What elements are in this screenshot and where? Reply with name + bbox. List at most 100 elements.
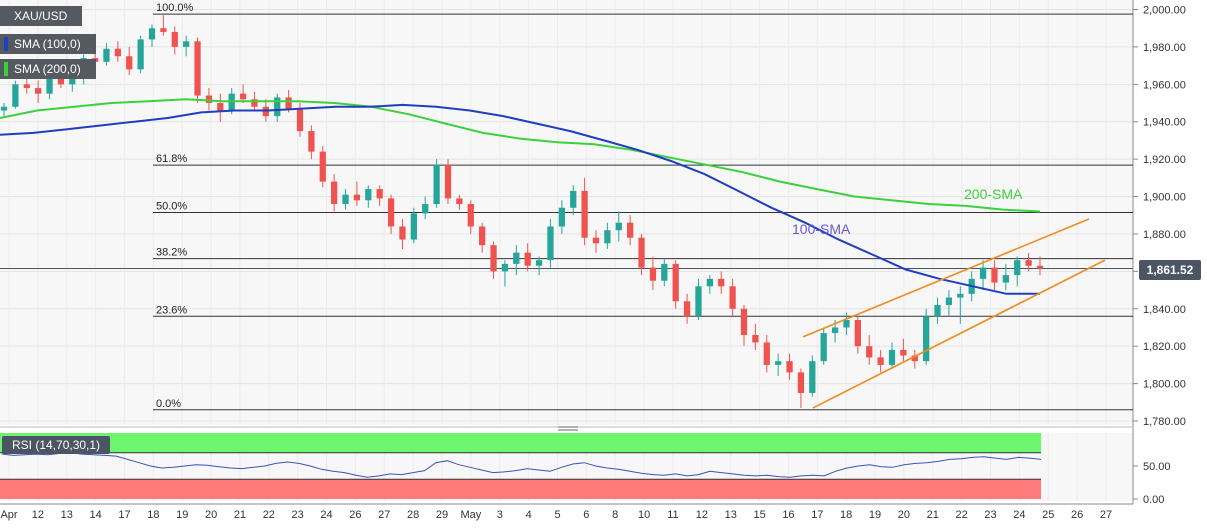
annotation-100-sma: 100-SMA: [792, 221, 851, 237]
x-tick-label: 17: [811, 509, 823, 521]
x-tick-label: 23: [292, 509, 304, 521]
y-tick-label: 1,920.00: [1143, 154, 1186, 166]
candle-body: [843, 319, 850, 328]
x-tick-label: 20: [898, 509, 910, 521]
rsi-y-tick-label: 0.00: [1143, 494, 1164, 506]
x-tick-label: 24: [320, 509, 332, 521]
candle-body: [900, 349, 907, 356]
rsi-legend: RSI (14,70,30,1): [2, 436, 111, 454]
x-tick-label: 18: [840, 509, 852, 521]
fib-level-label: 38.2%: [156, 247, 187, 259]
candle-body: [12, 84, 19, 107]
fib-level-label: 23.6%: [156, 304, 187, 316]
x-tick-label: May: [461, 509, 482, 521]
rsi-y-tick-label: 50.00: [1143, 461, 1171, 473]
x-tick-label: 13: [61, 509, 73, 521]
candle-body: [490, 245, 497, 272]
x-tick-label: 25: [1042, 509, 1054, 521]
x-tick-label: Apr: [0, 509, 17, 521]
candle-body: [1014, 260, 1021, 276]
candle-body: [877, 357, 884, 365]
candle-body: [934, 305, 941, 317]
x-tick-label: 14: [89, 509, 101, 521]
candle-body: [194, 41, 201, 96]
y-tick-label: 1,940.00: [1143, 117, 1186, 129]
sma200-line: [0, 98, 1041, 213]
candle-body: [1036, 265, 1044, 269]
legend-sma200-swatch: [4, 62, 8, 76]
x-tick-label: 26: [349, 509, 361, 521]
y-tick-label: 1,900.00: [1143, 192, 1186, 204]
candle-body: [638, 237, 645, 268]
x-tick-label: 27: [1100, 509, 1112, 521]
candle-body: [479, 226, 486, 246]
candle-body: [820, 333, 827, 362]
candle-body: [319, 151, 326, 182]
x-tick-label: 3: [497, 509, 503, 521]
candle-body: [786, 361, 793, 373]
x-tick-label: 19: [869, 509, 881, 521]
sma100-line: [0, 103, 1040, 295]
x-tick-label: 11: [667, 509, 678, 521]
candle-body: [183, 41, 190, 47]
candle-body: [353, 194, 361, 201]
candle-body: [274, 97, 281, 117]
candle-body: [501, 263, 509, 272]
y-tick-label: 1,840.00: [1143, 304, 1186, 316]
candle-body: [831, 327, 839, 334]
x-tick-label: 20: [205, 509, 217, 521]
candle-body: [775, 361, 782, 365]
candle-body: [308, 131, 315, 152]
x-tick-label: 5: [554, 509, 560, 521]
candle-body: [695, 286, 702, 317]
x-tick-label: 12: [696, 509, 708, 521]
candle-body: [331, 181, 338, 205]
y-tick-label: 1,820.00: [1143, 341, 1186, 353]
candle-body: [251, 99, 258, 107]
candle-body: [376, 189, 383, 199]
x-tick-label: 22: [263, 509, 275, 521]
fib-level-label: 0.0%: [156, 398, 181, 410]
candle-body: [683, 301, 691, 317]
x-tick-label: 27: [378, 509, 390, 521]
candle-body: [558, 207, 565, 227]
candle-body: [649, 267, 657, 281]
fib-level-label: 100.0%: [156, 2, 194, 14]
y-tick-label: 1,800.00: [1143, 379, 1186, 391]
legend-sma200: SMA (200,0): [0, 59, 96, 79]
candle-body: [979, 267, 987, 279]
candle-body: [399, 226, 406, 240]
candle-body: [114, 48, 121, 57]
x-tick-label: 6: [583, 509, 589, 521]
candle-body: [23, 84, 30, 89]
candle-body: [444, 164, 452, 199]
candle-body: [661, 263, 668, 281]
x-tick-label: 10: [638, 509, 650, 521]
legend-symbol-swatch: [4, 9, 8, 23]
candle-body: [0, 106, 8, 111]
candle-body: [911, 355, 918, 362]
candle-body: [205, 95, 213, 104]
candle-body: [103, 48, 110, 62]
channel-lower-line: [812, 259, 1106, 409]
y-tick-label: 1,780.00: [1143, 416, 1186, 428]
candle-body: [387, 198, 395, 227]
candle-body: [433, 164, 440, 205]
x-tick-label: 13: [725, 509, 737, 521]
candle-body: [752, 334, 759, 343]
candle-body: [126, 56, 133, 70]
candle-body: [718, 278, 725, 287]
candle-body: [581, 190, 588, 238]
x-tick-label: 21: [927, 509, 939, 521]
candle-body: [1025, 260, 1032, 266]
x-tick-label: 28: [407, 509, 419, 521]
candle-body: [570, 190, 577, 208]
candle-body: [285, 97, 292, 109]
x-tick-label: 4: [526, 509, 532, 521]
candle-body: [706, 278, 713, 287]
x-tick-label: 22: [956, 509, 968, 521]
candle-body: [239, 93, 247, 100]
candle-body: [171, 31, 178, 47]
